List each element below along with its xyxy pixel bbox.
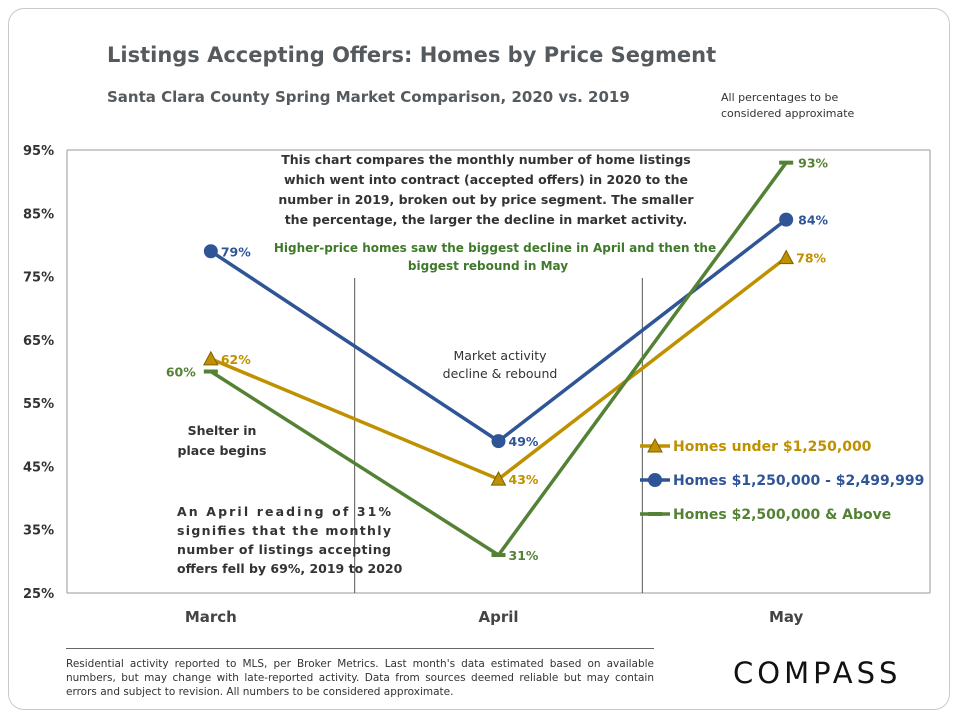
april-reading-annotation: An April reading of 31% signifies that t… (177, 504, 403, 576)
y-tick-label: 25% (23, 587, 54, 602)
data-label: 43% (509, 472, 539, 487)
shelter-annotation: Shelter in place begins (178, 423, 267, 458)
series-3: 60% 31% 93% (166, 156, 829, 563)
data-label: 31% (509, 548, 539, 563)
description-line-2: which went into contract (accepted offer… (284, 172, 688, 187)
y-tick-label: 35% (23, 524, 54, 539)
data-label: 84% (798, 213, 828, 228)
data-point-marker (491, 434, 506, 449)
april-reading-line-1: An April reading of 31% (177, 504, 391, 519)
footer-note: Residential activity reported to MLS, pe… (66, 648, 654, 710)
y-tick-label: 65% (23, 334, 54, 349)
description-line-3: number in 2019, broken out by price segm… (278, 192, 694, 207)
highlight-line-2: biggest rebound in May (408, 259, 568, 273)
data-point-marker (203, 369, 218, 374)
compass-logo: COMPASS (733, 656, 902, 690)
y-tick-label: 55% (23, 397, 54, 412)
approx-note-line-1: All percentages to be (721, 91, 839, 104)
data-label: 49% (509, 434, 539, 449)
data-point-marker (490, 471, 507, 486)
data-point-marker (647, 437, 663, 453)
legend-item-2: Homes $1,250,000 - $2,499,999 (640, 473, 924, 489)
legend-label: Homes $1,250,000 - $2,499,999 (673, 473, 924, 489)
legend-label: Homes under $1,250,000 (673, 439, 872, 455)
market-line-1: Market activity (453, 348, 547, 363)
y-tick-labels: 95% 85% 75% 65% 55% 45% 35% 25% (23, 144, 54, 602)
x-tick-label: April (478, 608, 518, 626)
data-label: 78% (796, 251, 826, 266)
data-label: 79% (221, 244, 251, 259)
description-annotation: This chart compares the monthly number o… (274, 152, 716, 273)
approx-note-line-2: considered approximate (721, 107, 855, 120)
axes (66, 149, 931, 594)
data-point-marker (779, 160, 794, 165)
y-tick-label: 95% (23, 144, 54, 159)
y-tick-label: 45% (23, 460, 54, 475)
x-tick-labels: March April May (185, 608, 804, 626)
data-point-marker (648, 473, 662, 487)
chart-subtitle: Santa Clara County Spring Market Compari… (107, 88, 630, 106)
shelter-line-1: Shelter in (188, 423, 257, 438)
april-reading-line-3: number of listings accepting (177, 542, 391, 557)
x-tick-label: May (769, 608, 804, 626)
data-point-marker (202, 350, 219, 366)
data-label: 93% (798, 156, 828, 171)
april-reading-line-2: signifies that the monthly (177, 523, 391, 538)
description-line-1: This chart compares the monthly number o… (281, 152, 691, 167)
data-point-marker (203, 244, 218, 259)
april-reading-line-4: offers fell by 69%, 2019 to 2020 (177, 561, 403, 576)
description-line-4: the percentage, the larger the decline i… (285, 212, 688, 227)
data-label: 62% (221, 352, 251, 367)
data-point-marker (648, 512, 662, 516)
data-label: 60% (166, 365, 196, 380)
shelter-line-2: place begins (178, 443, 267, 458)
legend-item-3: Homes $2,500,000 & Above (640, 507, 891, 523)
legend-label: Homes $2,500,000 & Above (673, 507, 891, 523)
x-tick-label: March (185, 608, 237, 626)
series-1: 62% 43% 78% (202, 249, 827, 487)
y-tick-label: 75% (23, 271, 54, 286)
market-line-2: decline & rebound (443, 366, 558, 381)
data-point-marker (778, 249, 795, 265)
data-point-marker (779, 212, 794, 227)
legend-item-1: Homes under $1,250,000 (640, 437, 872, 455)
legend: Homes under $1,250,000 Homes $1,250,000 -… (640, 437, 924, 523)
chart-title: Listings Accepting Offers: Homes by Pric… (107, 43, 716, 67)
data-point-marker (491, 553, 506, 558)
highlight-line-1: Higher-price homes saw the biggest decli… (274, 241, 716, 255)
series-layer: 62% 43% 78% 79% 49% 84% 60% 31% 93% (166, 156, 829, 563)
y-tick-label: 85% (23, 207, 54, 222)
market-annotation: Market activity decline & rebound (443, 348, 558, 381)
